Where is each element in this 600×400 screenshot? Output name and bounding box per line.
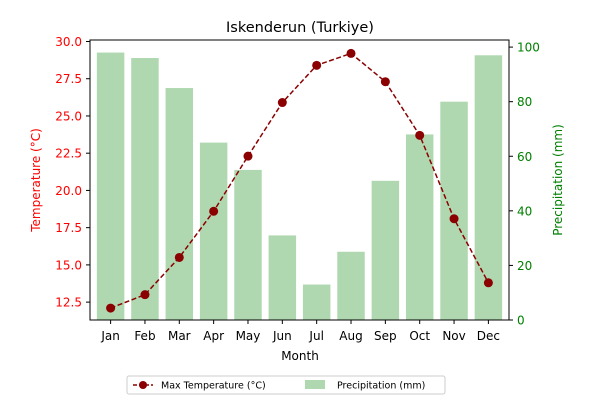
right-axis-tick-label: 20 (517, 259, 532, 273)
x-axis-tick-label: Feb (134, 329, 155, 343)
precipitation-bar (474, 55, 503, 320)
plot-frame (89, 39, 510, 321)
precipitation-bar (337, 251, 365, 320)
legend-precipitation-swatch (305, 380, 325, 389)
temperature-point (415, 130, 425, 140)
x-axis-tick-label: Jun (272, 329, 292, 343)
x-axis-tick-label: Jan (100, 329, 120, 343)
temperature-point (209, 206, 219, 216)
precipitation-bar (371, 180, 400, 320)
left-axis: 12.5 15.0 17.5 20.0 22.5 25.0 27.5 30.0 (55, 35, 90, 310)
legend-precipitation-label: Precipitation (mm) (337, 381, 425, 392)
left-axis-tick-label: 17.5 (55, 221, 82, 235)
temperature-series-line (110, 52, 490, 309)
left-axis-tick-label: 22.5 (55, 147, 82, 161)
precipitation-bar (96, 52, 125, 320)
x-axis: Jan Feb Mar Apr May Jun Jul Aug Sep Oct Nov Dec (100, 320, 500, 343)
legend-temperature-marker (139, 381, 147, 389)
precipitation-bar (302, 284, 331, 320)
temperature-point (380, 77, 390, 87)
temperature-point (449, 214, 459, 224)
precipitation-bar (440, 101, 468, 320)
x-axis-tick-label: Dec (477, 329, 500, 343)
precipitation-bar (131, 58, 159, 321)
left-axis-tick-label: 12.5 (55, 296, 82, 310)
x-axis-tick-label: Sep (374, 329, 397, 343)
precipitation-bar (234, 169, 262, 320)
left-axis-tick-label: 25.0 (55, 109, 82, 123)
precipitation-bars (96, 52, 503, 321)
temperature-point (312, 60, 322, 70)
left-axis-tick-label: 27.5 (55, 72, 82, 86)
x-axis-tick-label: Jul (308, 329, 323, 343)
x-axis-tick-label: Nov (442, 329, 465, 343)
chart-title: Iskenderun (Turkiye) (226, 20, 374, 36)
x-axis-tick-label: Oct (409, 329, 430, 343)
legend-box (126, 375, 446, 395)
right-axis-tick-label: 40 (517, 204, 532, 218)
temperature-point (140, 290, 150, 300)
x-axis-tick-label: Apr (203, 329, 224, 343)
temperature-point (483, 278, 493, 288)
precipitation-bar (165, 88, 194, 320)
temperature-line (106, 48, 493, 313)
x-axis-tick-label: Mar (168, 329, 191, 343)
x-axis-tick-label: May (236, 329, 261, 343)
x-axis-label: Month (281, 349, 319, 363)
legend: Max Temperature (°C) Precipitation (mm) (126, 375, 446, 395)
right-axis-tick-label: 0 (517, 314, 525, 328)
temperature-point (346, 48, 356, 58)
temperature-point (243, 151, 253, 161)
precipitation-bar (268, 235, 297, 320)
left-axis-tick-label: 30.0 (55, 35, 82, 49)
right-axis-tick-label: 100 (517, 41, 540, 55)
temperature-point (277, 98, 287, 108)
left-axis-tick-label: 20.0 (55, 184, 82, 198)
x-axis-tick-label: Aug (339, 329, 362, 343)
temperature-point (174, 252, 184, 262)
right-axis: 0 20 40 60 80 100 (509, 41, 540, 328)
right-axis-tick-label: 80 (517, 95, 532, 109)
legend-temperature-label: Max Temperature (°C) (161, 381, 266, 392)
right-axis-tick-label: 60 (517, 150, 532, 164)
temperature-point (106, 303, 116, 313)
right-axis-label: Precipitation (mm) (551, 124, 565, 236)
precipitation-bar (405, 134, 434, 320)
left-axis-tick-label: 15.0 (55, 258, 82, 272)
precipitation-bar (199, 142, 228, 320)
left-axis-label: Temperature (°C) (29, 128, 43, 233)
